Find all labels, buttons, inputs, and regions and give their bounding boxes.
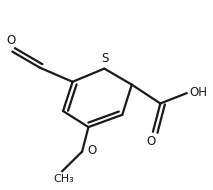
Text: O: O [6,34,15,48]
Text: CH₃: CH₃ [54,174,75,184]
Text: OH: OH [189,86,207,99]
Text: O: O [146,135,155,148]
Text: O: O [87,144,97,157]
Text: S: S [101,52,109,65]
